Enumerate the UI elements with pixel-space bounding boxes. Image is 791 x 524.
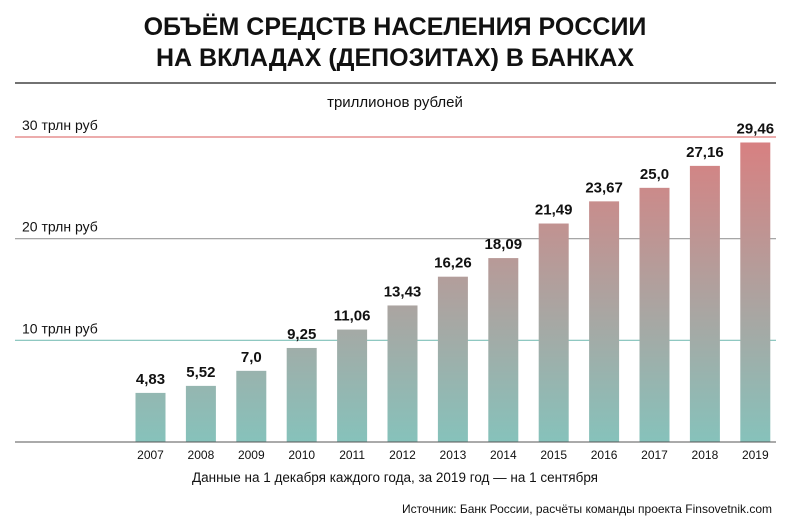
chart-source: Источник: Банк России, расчёты команды п… [402, 502, 772, 516]
x-tick-label-2007: 2007 [137, 448, 164, 462]
bar-2014 [488, 258, 519, 442]
chart-title-line-1: ОБЪЁМ СРЕДСТВ НАСЕЛЕНИЯ РОССИИ [144, 13, 647, 41]
value-label-2013: 16,26 [434, 255, 472, 272]
x-tick-label-2016: 2016 [591, 448, 618, 462]
x-tick-label-2010: 2010 [288, 448, 315, 462]
value-label-2012: 13,43 [384, 283, 422, 300]
x-tick-labels-group: 2007 2008 2009 2010 2011 2012 2013 2014 2015 2016… [137, 448, 769, 462]
bar-2012 [387, 305, 418, 442]
bar-2008 [185, 385, 216, 442]
value-labels-group: 4,83 5,52 7,0 9,25 11,06 13,43 16,26 18,09 21,49… [136, 120, 774, 387]
value-label-2011: 11,06 [334, 308, 371, 325]
value-label-2015: 21,49 [535, 202, 573, 219]
x-tick-label-2019: 2019 [742, 448, 769, 462]
unit-label: триллионов рублей [327, 94, 463, 111]
value-label-2014: 18,09 [485, 236, 523, 253]
bar-2019 [740, 142, 771, 443]
x-tick-label-2009: 2009 [238, 448, 265, 462]
x-tick-label-2014: 2014 [490, 448, 517, 462]
value-label-2019: 29,46 [737, 120, 775, 137]
value-label-2018: 27,16 [686, 144, 724, 161]
x-tick-label-2011: 2011 [339, 448, 365, 462]
bar-2015 [538, 223, 569, 442]
bar-2009 [236, 370, 267, 442]
bar-2017 [639, 187, 670, 442]
x-tick-label-2008: 2008 [188, 448, 215, 462]
chart-title-line-2: НА ВКЛАДАХ (ДЕПОЗИТАХ) В БАНКАХ [156, 44, 634, 72]
reference-label-10: 10 трлн руб [22, 320, 98, 336]
value-label-2017: 25,0 [640, 166, 669, 183]
bar-2013 [437, 276, 468, 442]
bar-2011 [337, 329, 368, 442]
value-label-2009: 7,0 [241, 349, 262, 366]
bar-2018 [689, 165, 720, 442]
x-tick-label-2017: 2017 [641, 448, 668, 462]
x-tick-label-2013: 2013 [440, 448, 467, 462]
reference-label-20: 20 трлн руб [22, 219, 98, 235]
bar-2010 [286, 347, 317, 442]
reference-label-30: 30 трлн руб [22, 117, 98, 133]
value-label-2007: 4,83 [136, 371, 165, 388]
bar-2016 [589, 201, 620, 442]
x-tick-label-2012: 2012 [389, 448, 416, 462]
x-tick-label-2018: 2018 [692, 448, 719, 462]
x-tick-label-2015: 2015 [540, 448, 567, 462]
bar-2007 [135, 392, 166, 442]
value-label-2010: 9,25 [287, 326, 316, 343]
bars-group [135, 142, 771, 443]
chart-note: Данные на 1 декабря каждого года, за 201… [192, 470, 598, 485]
value-label-2016: 23,67 [585, 179, 623, 196]
value-label-2008: 5,52 [186, 364, 215, 381]
